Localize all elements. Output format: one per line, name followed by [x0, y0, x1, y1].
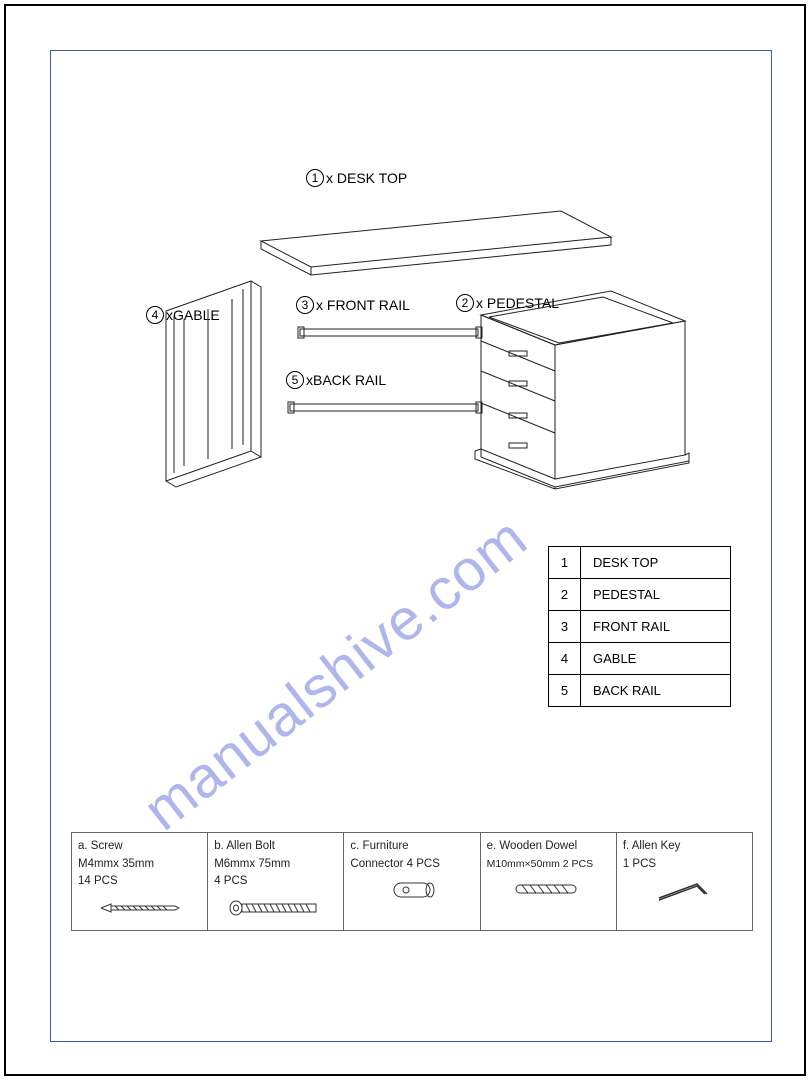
hw-size: M10mm×50mm 2 PCS [487, 857, 610, 871]
label-desk-top: 1 x DESK TOP [306, 169, 407, 187]
hw-title: f. Allen Key [623, 839, 746, 855]
hw-title: c. Furniture [350, 839, 473, 855]
hw-qty: 14 PCS [78, 874, 201, 890]
hw-size: M4mmx 35mm [78, 857, 201, 873]
hardware-cell-screw: a. Screw M4mmx 35mm 14 PCS [72, 833, 208, 930]
hw-size: Connector 4 PCS [350, 857, 473, 873]
exploded-diagram: 1 x DESK TOP 4 xGABLE 3 x FRONT RAIL 2 x… [51, 51, 771, 531]
table-row: 2 PEDESTAL [549, 579, 731, 611]
label-back-rail: 5 xBACK RAIL [286, 371, 386, 389]
hw-title: e. Wooden Dowel [487, 839, 610, 855]
part-name: DESK TOP [581, 547, 731, 579]
part-name: FRONT RAIL [581, 611, 731, 643]
hardware-cell-allen-key: f. Allen Key 1 PCS [617, 833, 752, 930]
connector-icon [350, 876, 473, 904]
label-text: x FRONT RAIL [316, 297, 410, 313]
table-row: 1 DESK TOP [549, 547, 731, 579]
part-name: GABLE [581, 643, 731, 675]
part-name: BACK RAIL [581, 675, 731, 707]
desk-top-icon [251, 201, 621, 291]
screw-icon [78, 894, 201, 922]
page-inner-border: 1 x DESK TOP 4 xGABLE 3 x FRONT RAIL 2 x… [50, 50, 772, 1042]
hw-qty: 4 PCS [214, 874, 337, 890]
hw-title: b. Allen Bolt [214, 839, 337, 855]
hw-title: a. Screw [78, 839, 201, 855]
pedestal-icon [461, 281, 701, 501]
table-row: 5 BACK RAIL [549, 675, 731, 707]
allen-bolt-icon [214, 894, 337, 922]
back-rail-icon [286, 396, 486, 420]
hardware-cell-connector: c. Furniture Connector 4 PCS [344, 833, 480, 930]
hardware-list: a. Screw M4mmx 35mm 14 PCS b. Allen Bolt… [71, 832, 753, 931]
front-rail-icon [296, 321, 486, 345]
part-num: 4 [549, 643, 581, 675]
dowel-icon [487, 875, 610, 903]
label-text: x DESK TOP [326, 170, 407, 186]
part-name: PEDESTAL [581, 579, 731, 611]
hardware-cell-allen-bolt: b. Allen Bolt M6mmx 75mm 4 PCS [208, 833, 344, 930]
page-outer-border: 1 x DESK TOP 4 xGABLE 3 x FRONT RAIL 2 x… [4, 4, 806, 1076]
allen-key-icon [623, 876, 746, 904]
num-circle-3: 3 [296, 296, 314, 314]
num-circle-1: 1 [306, 169, 324, 187]
label-front-rail: 3 x FRONT RAIL [296, 296, 410, 314]
part-num: 5 [549, 675, 581, 707]
table-row: 4 GABLE [549, 643, 731, 675]
gable-icon [146, 271, 286, 501]
label-text: xBACK RAIL [306, 372, 386, 388]
part-num: 3 [549, 611, 581, 643]
table-row: 3 FRONT RAIL [549, 611, 731, 643]
num-circle-5: 5 [286, 371, 304, 389]
watermark-text: manualshive.com [131, 504, 540, 844]
part-num: 2 [549, 579, 581, 611]
part-num: 1 [549, 547, 581, 579]
hw-size: 1 PCS [623, 857, 746, 873]
parts-list-table: 1 DESK TOP 2 PEDESTAL 3 FRONT RAIL 4 GAB… [548, 546, 731, 707]
hardware-cell-dowel: e. Wooden Dowel M10mm×50mm 2 PCS [481, 833, 617, 930]
hw-size: M6mmx 75mm [214, 857, 337, 873]
